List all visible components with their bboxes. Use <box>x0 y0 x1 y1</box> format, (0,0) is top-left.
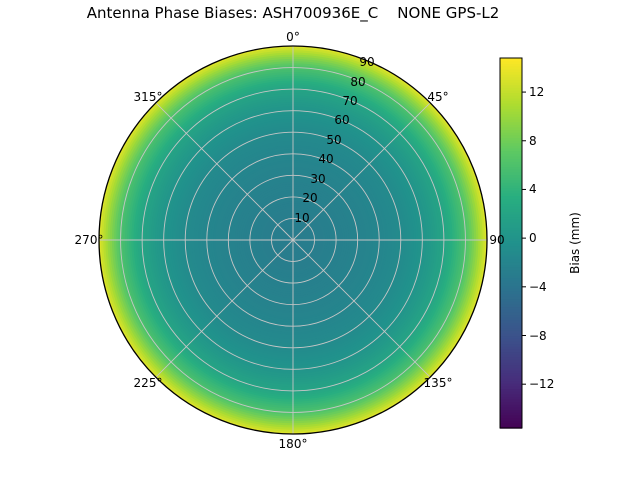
radial-tick-60: 60 <box>334 113 350 127</box>
chart-title: Antenna Phase Biases: ASH700936E_C NONE … <box>86 4 500 22</box>
radial-tick-20: 20 <box>302 191 318 205</box>
azimuth-label-180: 180° <box>278 437 308 451</box>
azimuth-label-225: 225° <box>133 376 163 390</box>
colorbar-axis-label: Bias (mm) <box>568 212 582 274</box>
radial-tick-90: 90 <box>359 55 375 69</box>
colorbar-tick-m4: −4 <box>529 280 547 294</box>
colorbar-tick-4: 4 <box>529 182 537 196</box>
colorbar-tick-8: 8 <box>529 134 537 148</box>
radial-tick-40: 40 <box>318 152 334 166</box>
colorbar-tick-12: 12 <box>529 85 545 99</box>
colorbar-tick-0: 0 <box>529 231 537 245</box>
radial-tick-50: 50 <box>326 133 342 147</box>
colorbar-tick-m8: −8 <box>529 329 547 343</box>
azimuth-label-315: 315° <box>133 90 163 104</box>
radial-tick-10: 10 <box>294 211 310 225</box>
colorbar-tick-m12: −12 <box>529 377 555 391</box>
azimuth-label-270: 270° <box>74 233 104 247</box>
azimuth-label-0: 0° <box>286 30 300 44</box>
radial-tick-80: 80 <box>350 75 366 89</box>
azimuth-label-135: 135° <box>423 376 453 390</box>
azimuth-label-90: 90 <box>489 233 505 247</box>
radial-tick-30: 30 <box>310 172 326 186</box>
azimuth-label-45: 45° <box>427 90 449 104</box>
radial-tick-70: 70 <box>342 94 358 108</box>
